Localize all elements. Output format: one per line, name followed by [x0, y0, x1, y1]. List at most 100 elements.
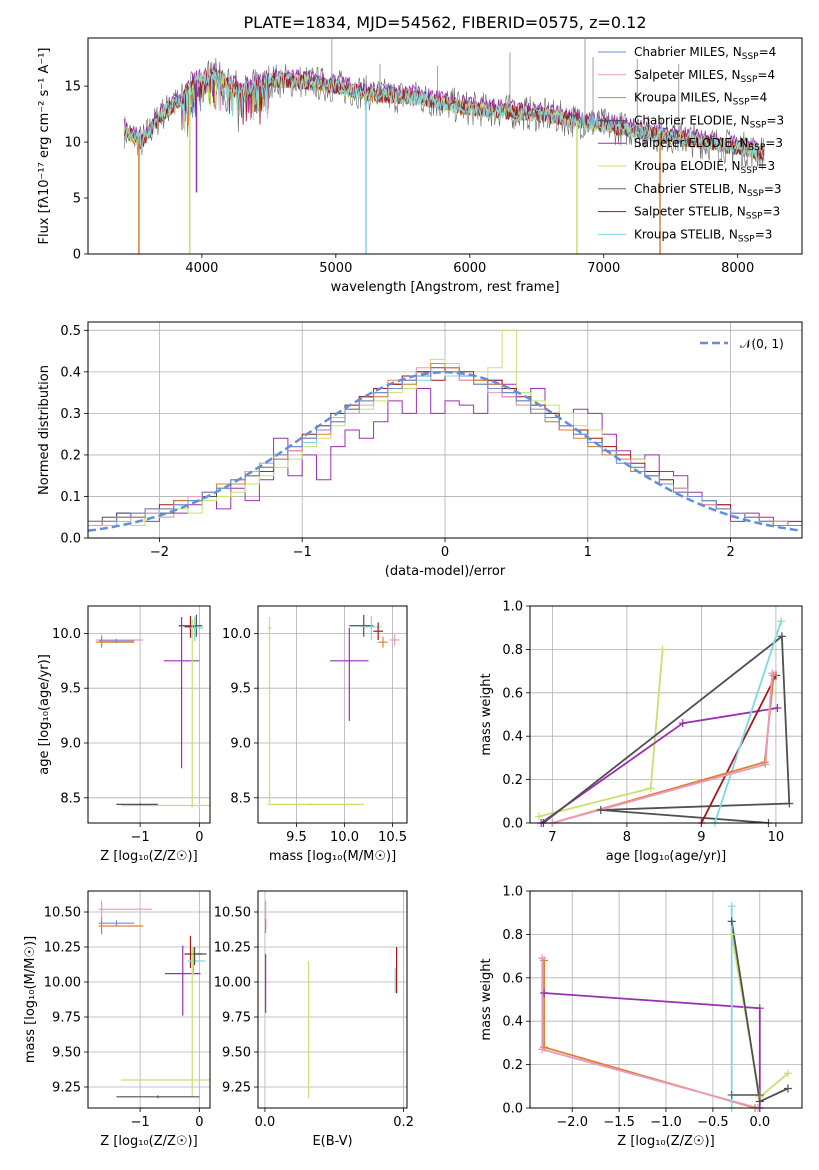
axes-frame	[529, 605, 803, 824]
axes-frame	[87, 37, 803, 255]
y-tick-label: 10.25	[214, 941, 251, 956]
legend: 𝒩(0, 1)	[700, 337, 784, 351]
axes-frame	[87, 890, 211, 1109]
x-axis-label: Z [log₁₀(Z/Z☉)]	[100, 1134, 197, 1149]
weight-marker	[761, 760, 770, 769]
x-axis-label: (data-model)/error	[385, 564, 506, 579]
y-axis-label: mass [log₁₀(M/M☉)]	[23, 936, 38, 1063]
x-tick-label: 7	[548, 830, 556, 845]
y-tick-label: 0	[73, 248, 81, 263]
weight-line	[544, 992, 761, 1108]
y-tick-label: 0.5	[60, 324, 81, 339]
y-axis-label: Flux [fλ10⁻¹⁷ erg cm⁻² s⁻¹ A⁻¹]	[37, 48, 52, 245]
x-tick-label: −2	[150, 545, 169, 560]
plot-area	[264, 900, 398, 1099]
legend-label: Salpeter STELIB, NSSP=3	[634, 205, 780, 222]
x-axis-label: age [log₁₀(age/yr)]	[606, 849, 727, 864]
weight-marker	[534, 812, 543, 821]
weight-marker	[727, 930, 736, 939]
x-tick-label: 0	[441, 545, 449, 560]
weight-line	[541, 958, 759, 1108]
weight-marker	[540, 988, 549, 997]
y-tick-label: 0.0	[502, 1102, 523, 1117]
axes-frame	[87, 605, 211, 824]
y-tick-label: 0.2	[60, 448, 81, 463]
axes-frame	[257, 605, 408, 824]
y-tick-label: 9.0	[230, 736, 251, 751]
y-tick-label: 1.0	[502, 885, 523, 900]
y-tick-label: 10.0	[222, 627, 251, 642]
panel-weight-vs-Z: −2.0 −1.5 −1.0 −0.5 0.0 0.0 0.2 0.4 0.6 0.8 1.0 Z […	[479, 885, 803, 1149]
weight-line	[538, 649, 664, 818]
y-tick-label: 1.0	[502, 600, 523, 615]
x-axis-label: Z [log₁₀(Z/Z☉)]	[617, 1134, 714, 1149]
x-tick-label: 2	[726, 545, 734, 560]
legend-label: Chabrier ELODIE, NSSP=3	[634, 113, 784, 130]
y-tick-label: 0.4	[502, 1015, 523, 1030]
chart-title: PLATE=1834, MJD=54562, FIBERID=0575, z=0…	[243, 13, 646, 32]
y-tick-label: 9.75	[52, 1011, 81, 1026]
weight-marker	[596, 805, 605, 814]
x-tick-label: 10.0	[330, 830, 359, 845]
y-tick-label: 9.50	[222, 1046, 251, 1061]
weight-marker	[783, 1084, 792, 1093]
legend-label: Kroupa ELODIE, NSSP=3	[634, 159, 775, 176]
y-tick-label: 10.50	[44, 906, 81, 921]
x-tick-label: −1	[131, 1115, 150, 1130]
x-tick-label: −1.0	[650, 1115, 682, 1130]
x-axis-label: Z [log₁₀(Z/Z☉)]	[100, 849, 197, 864]
x-tick-label: 0.0	[255, 1115, 276, 1130]
y-tick-label: 10.00	[214, 976, 251, 991]
weight-marker	[727, 902, 736, 911]
y-tick-label: 10	[64, 136, 81, 151]
weight-marker	[768, 669, 777, 678]
y-axis-label: Normed distribution	[37, 365, 52, 495]
y-tick-label: 9.5	[230, 682, 251, 697]
x-tick-label: 7000	[587, 261, 620, 276]
x-tick-label: −1.5	[603, 1115, 635, 1130]
weight-line	[552, 675, 775, 823]
normal-curve	[88, 371, 802, 532]
legend-label: 𝒩(0, 1)	[740, 337, 784, 351]
axes-frame	[529, 890, 803, 1109]
x-tick-label: 10.5	[378, 830, 407, 845]
legend-label: Kroupa STELIB, NSSP=3	[634, 227, 772, 244]
x-axis-label: E(B-V)	[312, 1134, 352, 1149]
y-tick-label: 9.25	[222, 1081, 251, 1096]
panel-age-vs-mass: 9.5 10.0 10.5 8.5 9.0 9.5 10.0 mass [log₁₀(M/M☉…	[222, 605, 408, 864]
y-tick-label: 9.0	[60, 736, 81, 751]
legend-label: Chabrier MILES, NSSP=4	[634, 45, 776, 62]
weight-marker	[538, 1045, 547, 1054]
panel-mass-vs-Z: −1 0 9.25 9.50 9.75 10.00 10.25 10.50 Z [log₁₀(Z…	[23, 890, 211, 1149]
weight-marker	[783, 1069, 792, 1078]
y-tick-label: 8.5	[60, 791, 81, 806]
y-tick-label: 9.25	[52, 1081, 81, 1096]
y-axis-label: age [log₁₀(age/yr)]	[37, 654, 52, 775]
x-tick-label: 5000	[319, 261, 352, 276]
y-tick-label: 0.0	[502, 817, 523, 832]
x-tick-label: −2.0	[556, 1115, 588, 1130]
weight-marker	[785, 799, 794, 808]
y-tick-label: 0.4	[502, 730, 523, 745]
weight-line	[542, 634, 791, 823]
spectrum-line	[123, 70, 765, 159]
plot-area	[123, 39, 765, 254]
y-tick-label: 9.5	[60, 682, 81, 697]
y-tick-label: 0.3	[60, 407, 81, 422]
x-tick-label: 8000	[721, 261, 754, 276]
y-tick-label: 9.75	[222, 1011, 251, 1026]
legend: Chabrier MILES, NSSP=4 Salpeter MILES, NS…	[598, 45, 784, 244]
x-tick-label: 0	[195, 1115, 203, 1130]
weight-marker	[727, 917, 736, 926]
weight-marker	[773, 703, 782, 712]
plot-area	[541, 906, 789, 1108]
x-tick-label: 1	[584, 545, 592, 560]
y-tick-label: 0.6	[502, 686, 523, 701]
y-tick-label: 0.8	[502, 928, 523, 943]
y-tick-label: 10.0	[52, 627, 81, 642]
weight-marker	[777, 617, 786, 626]
weight-marker	[540, 956, 549, 965]
legend-label: Salpeter ELODIE, NSSP=3	[634, 136, 783, 153]
x-tick-label: 6000	[453, 261, 486, 276]
x-tick-label: 8	[623, 830, 631, 845]
